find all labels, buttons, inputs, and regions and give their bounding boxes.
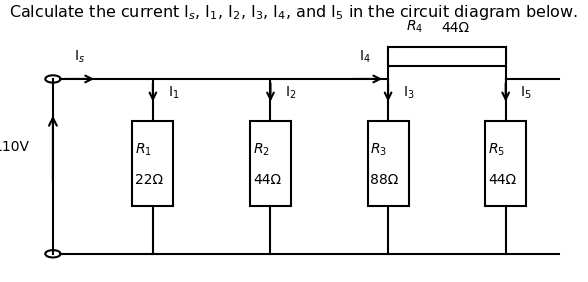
Text: R$_2$: R$_2$: [253, 141, 270, 158]
Text: 44Ω: 44Ω: [488, 173, 516, 188]
Text: I$_4$: I$_4$: [359, 49, 370, 65]
Text: 44Ω: 44Ω: [441, 21, 469, 35]
Text: 22Ω: 22Ω: [135, 173, 163, 188]
Text: R$_1$: R$_1$: [135, 141, 152, 158]
Text: R$_5$: R$_5$: [488, 141, 505, 158]
Text: 88Ω: 88Ω: [370, 173, 399, 188]
Bar: [388, 47, 506, 66]
Bar: [250, 121, 291, 206]
Bar: [368, 121, 409, 206]
Text: I$_3$: I$_3$: [403, 84, 415, 101]
Text: R$_4$: R$_4$: [406, 19, 423, 35]
Text: I$_1$: I$_1$: [168, 84, 179, 101]
Bar: [485, 121, 526, 206]
Text: I$_5$: I$_5$: [520, 84, 532, 101]
Text: 110V: 110V: [0, 140, 29, 154]
Bar: [132, 121, 173, 206]
Text: I$_s$: I$_s$: [74, 49, 85, 65]
Text: I$_2$: I$_2$: [285, 84, 296, 101]
Text: Calculate the current I$_s$, I$_1$, I$_2$, I$_3$, I$_4$, and I$_5$ in the circui: Calculate the current I$_s$, I$_1$, I$_2…: [9, 3, 579, 22]
Text: R$_3$: R$_3$: [370, 141, 387, 158]
Text: 44Ω: 44Ω: [253, 173, 281, 188]
